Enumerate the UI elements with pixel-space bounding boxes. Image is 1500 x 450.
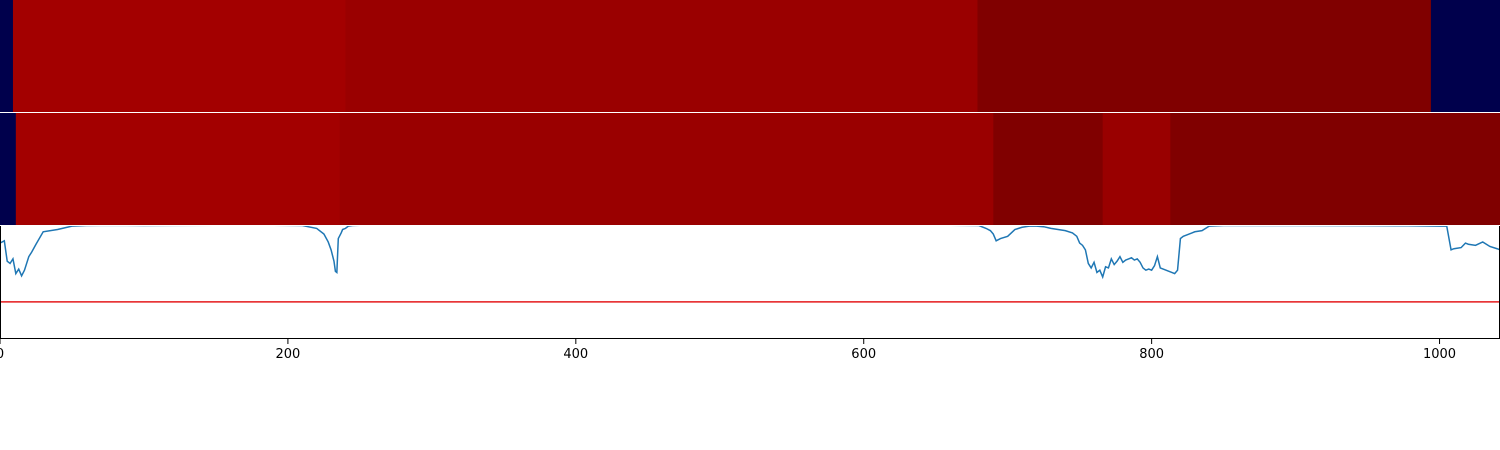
heatmap-segment-1-3 — [345, 0, 979, 112]
x-tick-label-400: 400 — [563, 347, 588, 362]
x-tick-label-800: 800 — [1139, 347, 1164, 362]
x-axis: 0 200 400 600 800 1000 — [0, 338, 1456, 362]
panel-dividers — [0, 112, 1500, 226]
line-plot-frame — [0, 225, 1500, 339]
x-tick-label-1000: 1000 — [1423, 347, 1456, 362]
heatmap-segment-2-6 — [1170, 113, 1500, 225]
heatmap-panel-top — [0, 0, 1500, 112]
heatmap-segment-1-5 — [1430, 0, 1500, 112]
x-tick-label-600: 600 — [851, 347, 876, 362]
heatmap-segment-1-2 — [12, 0, 347, 112]
heatmap-segment-1-4 — [977, 0, 1432, 112]
heatmap-panel-middle — [0, 113, 1500, 225]
heatmap-segment-2-1 — [0, 113, 17, 225]
heatmap-segment-2-2 — [15, 113, 341, 225]
heatmap-segment-2-3 — [339, 113, 994, 225]
heatmap-segment-2-5 — [1102, 113, 1171, 225]
x-tick-label-0: 0 — [0, 347, 4, 362]
x-tick-label-200: 200 — [275, 347, 300, 362]
heatmap-segment-1-1 — [0, 0, 14, 112]
line-plot-panel — [0, 225, 1500, 339]
heatmap-segment-2-4 — [993, 113, 1104, 225]
series-line — [0, 225, 1500, 280]
